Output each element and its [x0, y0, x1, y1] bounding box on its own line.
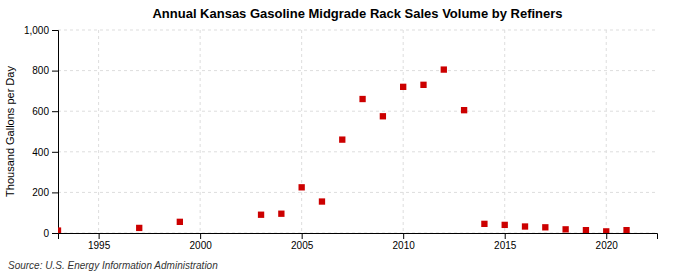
- point: [603, 228, 609, 233]
- y-tick-label: 0: [43, 228, 49, 239]
- y-tick-label: 600: [32, 106, 49, 117]
- y-tick-mark: [52, 233, 58, 234]
- y-axis-title: Thousand Gallons per Day: [4, 66, 16, 197]
- y-tick-mark: [52, 111, 58, 112]
- point: [441, 66, 447, 72]
- x-tick-mark: [200, 233, 201, 239]
- chart: 1995 2000 2005 2010 2015 2020 0 200 400 600 800 1,0…: [0, 0, 675, 275]
- y-axis-line: [52, 31, 59, 234]
- y-tick: 200: [32, 187, 58, 198]
- y-tick-mark: [52, 30, 58, 31]
- x-tick-label: 1995: [88, 240, 111, 251]
- x-tick: 2000: [190, 233, 213, 251]
- point: [177, 219, 183, 225]
- point: [339, 136, 345, 142]
- x-tick-mark: [302, 233, 303, 239]
- x-grid-line: [98, 30, 99, 233]
- x-tick: 2020: [596, 233, 619, 251]
- point: [420, 82, 426, 88]
- point: [136, 225, 142, 231]
- y-tick-label: 800: [32, 65, 49, 76]
- x-tick-label: 2020: [596, 240, 619, 251]
- x-grid-line: [606, 30, 607, 233]
- point: [522, 223, 528, 229]
- y-axis: 0 200 400 600 800 1,000: [24, 25, 59, 239]
- title: Annual Kansas Gasoline Midgrade Rack Sal…: [152, 6, 562, 21]
- point: [58, 227, 61, 233]
- y-tick-label: 1,000: [24, 25, 49, 36]
- annotation: Source: U.S. Energy Information Administ…: [8, 260, 218, 271]
- plot-area: 1995 2000 2005 2010 2015 2020 0 200 400 600 800 1,0…: [24, 25, 658, 251]
- x-tick: 2010: [393, 233, 416, 251]
- y-grid-line: [58, 30, 657, 31]
- y-grid-line: [58, 111, 657, 112]
- x-grid-line: [504, 30, 505, 233]
- point: [258, 212, 264, 218]
- point: [502, 222, 508, 228]
- point: [319, 198, 325, 204]
- x-tick-mark: [403, 233, 404, 239]
- y-grid-line: [58, 70, 657, 71]
- point: [583, 227, 589, 233]
- y-tick-label: 200: [32, 187, 49, 198]
- x-tick-mark: [606, 233, 607, 239]
- y-tick-label: 400: [32, 147, 49, 158]
- point: [623, 227, 629, 233]
- grid: [58, 30, 657, 233]
- y-tick-mark: [52, 71, 58, 72]
- y-tick: 400: [32, 147, 58, 158]
- point: [359, 96, 365, 102]
- x-axis-line: [59, 234, 658, 240]
- x-grid-line: [301, 30, 302, 233]
- x-tick: 1995: [88, 233, 111, 251]
- y-tick-mark: [52, 192, 58, 193]
- x-tick-label: 2000: [190, 240, 213, 251]
- points: [58, 66, 630, 233]
- x-tick-mark: [505, 233, 506, 239]
- point: [562, 226, 568, 232]
- x-grid-line: [403, 30, 404, 233]
- y-tick: 1,000: [24, 25, 58, 36]
- x-tick: 2005: [291, 233, 314, 251]
- point: [278, 211, 284, 217]
- x-axis: 1995 2000 2005 2010 2015 2020: [59, 233, 658, 251]
- point: [400, 84, 406, 90]
- point: [298, 184, 304, 190]
- x-tick-label: 2010: [393, 240, 416, 251]
- y-tick-mark: [52, 152, 58, 153]
- x-tick-label: 2005: [291, 240, 314, 251]
- point: [481, 221, 487, 227]
- y-tick: 600: [32, 106, 58, 117]
- x-tick-mark: [99, 233, 100, 239]
- point: [461, 107, 467, 113]
- x-tick-label: 2015: [494, 240, 517, 251]
- point: [380, 113, 386, 119]
- point: [542, 224, 548, 230]
- x-grid-line: [200, 30, 201, 233]
- y-grid-line: [58, 192, 657, 193]
- y-grid-line: [58, 151, 657, 152]
- y-tick: 0: [43, 228, 58, 239]
- y-tick: 800: [32, 65, 58, 76]
- x-tick: 2015: [494, 233, 517, 251]
